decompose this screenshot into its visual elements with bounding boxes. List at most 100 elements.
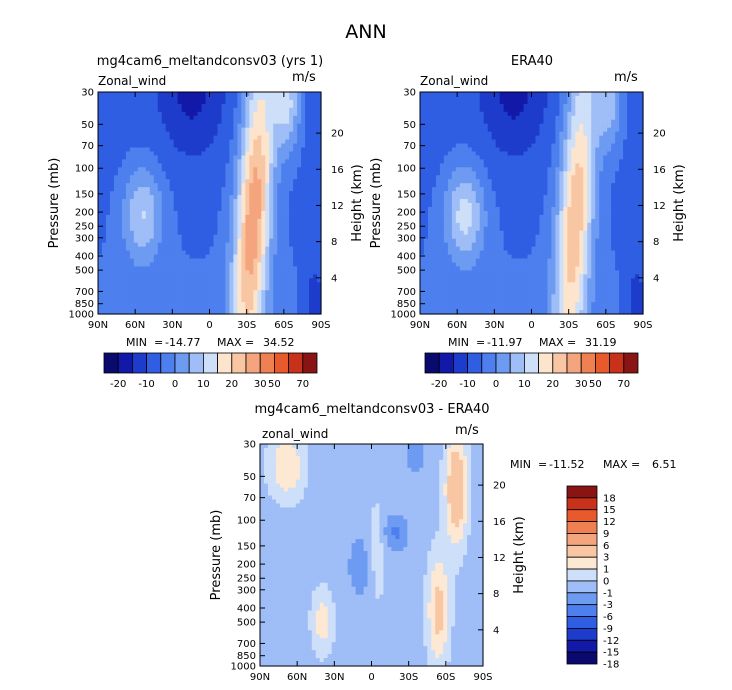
contour-cell [109,123,115,129]
contour-cell [269,210,274,216]
contour-cell [121,163,127,168]
contour-cell [611,175,616,180]
contour-cell [261,218,266,224]
contour-cell [499,147,505,153]
contour-cell [233,103,238,109]
contour-cell [511,171,517,176]
contour-cell [257,187,262,192]
contour-cell [169,199,175,204]
contour-cell [193,270,199,275]
contour-cell [309,274,314,279]
contour-cell [297,92,302,97]
contour-cell [157,226,163,232]
contour-cell [511,159,517,164]
contour-cell [285,107,290,113]
contour-cell [133,199,139,204]
contour-cell [483,99,489,105]
contour-cell [595,95,600,101]
contour-cell [519,147,525,153]
contour-cell [435,139,441,145]
contour-cell [447,99,453,105]
contour-cell [229,107,234,113]
contour-cell [463,135,469,141]
contour-cell [285,92,290,97]
contour-cell [181,159,187,164]
contour-cell [313,302,318,307]
contour-cell [189,234,195,240]
contour-cell [297,175,302,180]
contour-cell [109,103,115,109]
contour-cell [277,175,282,180]
contour-cell [185,298,191,303]
contour-cell [253,95,258,101]
contour-cell [495,195,501,200]
contour-cell [491,191,497,196]
contour-cell [475,139,481,145]
contour-cell [567,135,572,141]
contour-cell [491,115,497,121]
contour-cell [575,135,580,141]
contour-cell [583,131,588,137]
contour-cell [495,123,501,129]
contour-cell [447,111,453,117]
contour-cell [105,95,111,101]
contour-cell [567,95,572,101]
contour-cell [233,143,238,149]
contour-cell [297,147,302,153]
contour-cell [555,95,560,101]
contour-cell [213,195,219,200]
contour-cell [591,159,596,164]
contour-cell [615,191,620,196]
contour-cell [599,179,604,184]
contour-cell [237,123,242,129]
contour-cell [531,183,537,188]
contour-cell [607,135,612,141]
contour-cell [273,258,278,264]
colorbar-box [202,352,218,374]
contour-cell [455,175,461,180]
contour-cell [197,103,203,109]
contour-cell [491,139,497,145]
contour-cell [423,143,429,149]
contour-cell [297,282,302,287]
contour-cell [515,163,521,168]
contour-cell [197,151,203,157]
contour-cell [503,119,509,125]
contour-cell [165,230,171,236]
contour-cell [479,187,485,192]
contour-cell [623,123,628,129]
contour-cell [121,310,127,315]
contour-cell [145,163,151,168]
contour-cell [213,310,219,315]
contour-cell [177,191,183,196]
contour-cell [229,95,234,101]
contour-cell [479,191,485,196]
contour-cell [555,167,560,172]
contour-cell [451,123,457,129]
contour-cell [265,103,270,109]
contour-cell [305,214,310,220]
contour-cell [173,151,179,157]
contour-cell [555,187,560,192]
contour-cell [423,155,429,160]
contour-cell [177,143,183,149]
contour-cell [125,306,131,311]
contour-cell [229,262,234,268]
contour-cell [245,123,250,129]
contour-cell [217,298,223,303]
contour-cell [265,183,270,188]
contour-cell [137,206,143,212]
contour-cell [229,310,234,315]
contour-cell [627,183,632,188]
contour-cell [639,187,644,192]
contour-cell [547,206,553,212]
contour-cell [435,199,441,204]
contour-cell [615,210,620,216]
contour-cell [277,262,282,268]
contour-cell [265,187,270,192]
contour-cell [98,226,103,232]
contour-cell [217,123,223,129]
contour-cell [157,171,163,176]
contour-cell [225,254,231,260]
contour-cell [265,123,270,129]
